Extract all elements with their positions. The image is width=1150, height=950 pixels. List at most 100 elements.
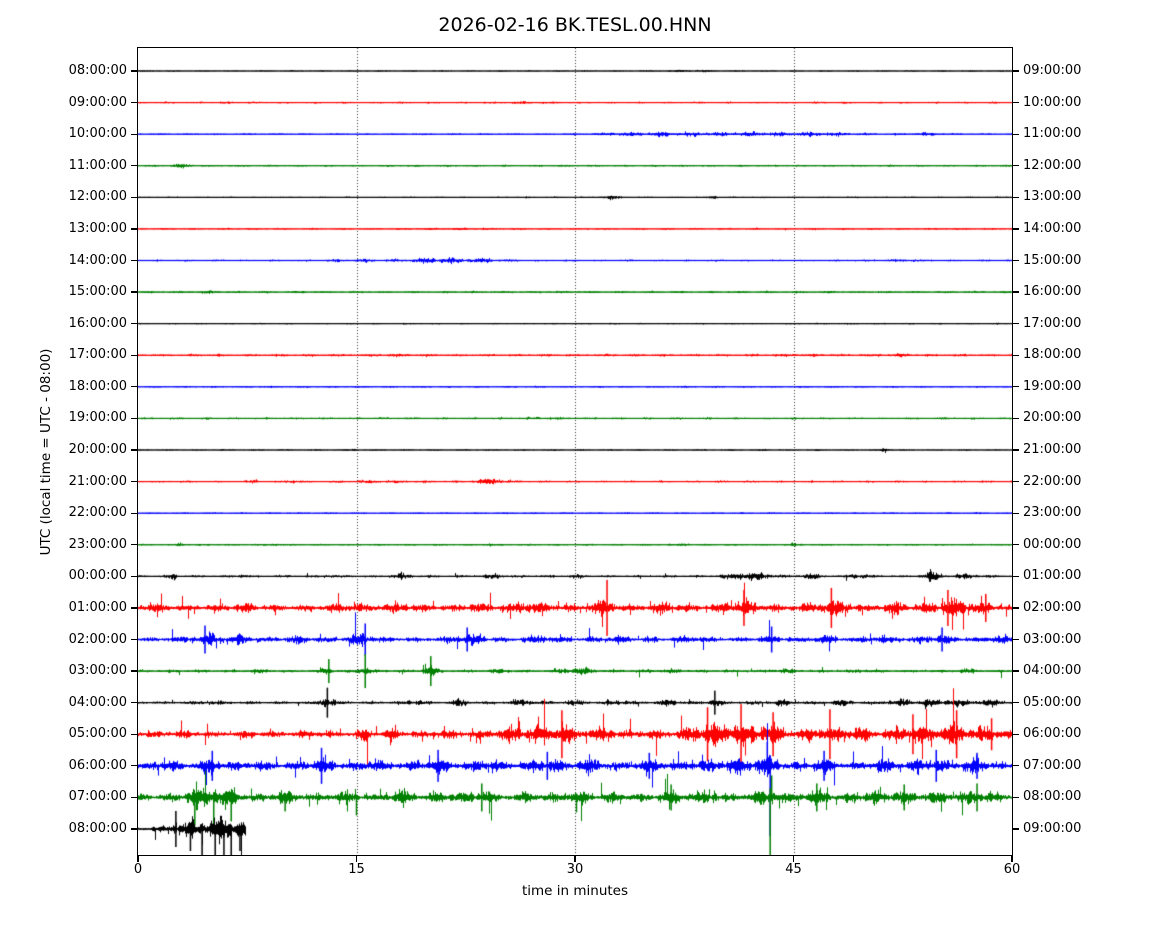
y-tick-left <box>131 133 138 135</box>
plot-area <box>137 47 1013 856</box>
y-tick-right <box>1012 480 1019 483</box>
y-tick-label-left: 09:00:00 <box>68 94 127 110</box>
y-tick-right <box>1012 765 1019 767</box>
y-tick-left <box>131 228 138 230</box>
y-tick-left <box>131 354 138 356</box>
y-tick-right <box>1012 828 1019 830</box>
waveform-canvas <box>138 48 1012 855</box>
y-tick-label-left: 19:00:00 <box>68 410 127 426</box>
y-tick-left <box>131 544 138 546</box>
y-tick-label-left: 16:00:00 <box>68 315 127 331</box>
y-tick-label-right: 11:00:00 <box>1023 126 1082 142</box>
x-tick <box>574 855 576 862</box>
y-tick-right <box>1012 417 1019 420</box>
y-tick-left <box>131 796 138 799</box>
y-tick-label-left: 05:00:00 <box>68 726 127 742</box>
x-tick-label: 45 <box>785 862 802 877</box>
y-tick-label-left: 10:00:00 <box>68 126 127 142</box>
y-tick-label-left: 08:00:00 <box>68 63 127 78</box>
x-tick <box>1011 855 1013 862</box>
y-tick-label-right: 23:00:00 <box>1023 505 1082 521</box>
y-tick-label-right: 15:00:00 <box>1023 252 1082 268</box>
y-tick-left <box>131 765 138 767</box>
x-axis-title: time in minutes <box>521 883 629 899</box>
y-tick-right <box>1012 323 1019 325</box>
y-tick-label-left: 07:00:00 <box>68 789 127 805</box>
y-tick-label-right: 10:00:00 <box>1023 94 1082 110</box>
y-tick-left <box>131 291 138 293</box>
y-tick-right <box>1012 386 1019 388</box>
y-tick-label-left: 01:00:00 <box>68 599 127 615</box>
y-tick-left <box>131 480 138 483</box>
y-tick-label-left: 04:00:00 <box>68 694 127 710</box>
y-tick-label-right: 05:00:00 <box>1023 694 1082 710</box>
y-tick-label-right: 09:00:00 <box>1023 821 1082 836</box>
y-tick-label-right: 06:00:00 <box>1023 726 1082 742</box>
y-tick-left <box>131 259 138 262</box>
y-tick-label-left: 15:00:00 <box>68 284 127 300</box>
y-tick-label-left: 00:00:00 <box>68 568 127 584</box>
y-tick-label-right: 21:00:00 <box>1023 442 1082 457</box>
y-tick-label-right: 12:00:00 <box>1023 157 1082 173</box>
y-tick-label-left: 03:00:00 <box>68 663 127 679</box>
x-tick-label: 15 <box>348 862 365 877</box>
y-tick-left <box>131 386 138 388</box>
x-tick-label: 60 <box>1003 862 1021 877</box>
y-tick-left <box>131 828 138 830</box>
y-tick-left <box>131 575 138 577</box>
y-tick-right <box>1012 512 1019 514</box>
y-tick-left <box>131 165 138 167</box>
y-tick-label-left: 18:00:00 <box>68 378 127 394</box>
y-tick-right <box>1012 607 1019 609</box>
y-tick-label-right: 14:00:00 <box>1023 220 1082 236</box>
y-tick-right <box>1012 638 1019 641</box>
y-tick-label-right: 18:00:00 <box>1023 347 1082 363</box>
y-tick-right <box>1012 133 1019 135</box>
y-tick-right <box>1012 670 1019 672</box>
y-tick-label-left: 23:00:00 <box>68 536 127 552</box>
y-tick-left <box>131 607 138 609</box>
y-tick-left <box>131 417 138 420</box>
y-tick-right <box>1012 354 1019 356</box>
y-tick-label-right: 01:00:00 <box>1023 568 1082 584</box>
y-tick-right <box>1012 165 1019 167</box>
y-tick-label-left: 06:00:00 <box>68 757 127 773</box>
y-tick-label-right: 13:00:00 <box>1023 189 1082 205</box>
y-tick-right <box>1012 196 1019 198</box>
y-tick-right <box>1012 228 1019 230</box>
y-tick-right <box>1012 101 1019 104</box>
y-tick-left <box>131 512 138 514</box>
x-tick <box>137 855 139 862</box>
y-tick-left <box>131 733 138 735</box>
y-tick-right <box>1012 70 1019 72</box>
y-tick-label-left: 20:00:00 <box>68 442 127 457</box>
y-tick-label-right: 22:00:00 <box>1023 473 1082 489</box>
y-tick-right <box>1012 259 1019 262</box>
y-tick-label-left: 21:00:00 <box>68 473 127 489</box>
chart-title: 2026-02-16 BK.TESL.00.HNN <box>438 14 712 36</box>
x-tick-label: 30 <box>566 862 584 877</box>
x-tick <box>792 855 795 862</box>
y-tick-label-right: 04:00:00 <box>1023 663 1082 679</box>
y-tick-label-left: 14:00:00 <box>68 252 127 268</box>
y-tick-label-left: 22:00:00 <box>68 505 127 521</box>
y-tick-label-right: 16:00:00 <box>1023 284 1082 300</box>
y-tick-right <box>1012 575 1019 577</box>
y-tick-left <box>131 70 138 72</box>
y-tick-label-right: 02:00:00 <box>1023 599 1082 615</box>
y-tick-right <box>1012 291 1019 293</box>
y-tick-label-left: 02:00:00 <box>68 631 127 647</box>
y-tick-label-left: 11:00:00 <box>68 157 127 173</box>
x-tick <box>355 855 358 862</box>
y-tick-left <box>131 702 138 704</box>
y-tick-label-left: 17:00:00 <box>68 347 127 363</box>
y-tick-left <box>131 323 138 325</box>
y-tick-right <box>1012 449 1019 451</box>
y-tick-label-left: 13:00:00 <box>68 220 127 236</box>
y-tick-label-right: 08:00:00 <box>1023 789 1082 805</box>
y-tick-left <box>131 638 138 641</box>
y-tick-left <box>131 196 138 198</box>
y-tick-label-right: 03:00:00 <box>1023 631 1082 647</box>
y-tick-label-right: 00:00:00 <box>1023 536 1082 552</box>
y-tick-right <box>1012 544 1019 546</box>
